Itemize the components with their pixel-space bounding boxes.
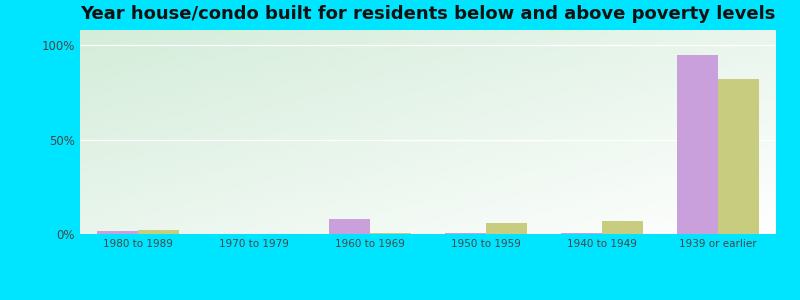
Bar <box>486 223 526 234</box>
Bar <box>446 233 486 234</box>
Bar <box>718 79 758 234</box>
Bar <box>678 55 718 234</box>
Legend: Owners below poverty level, Owners above poverty level: Owners below poverty level, Owners above… <box>222 297 634 300</box>
Bar <box>562 233 602 234</box>
Bar <box>370 233 410 234</box>
Bar <box>602 221 642 234</box>
Bar <box>330 219 370 234</box>
Title: Year house/condo built for residents below and above poverty levels: Year house/condo built for residents bel… <box>80 5 776 23</box>
Bar <box>138 230 178 234</box>
Bar <box>98 231 138 234</box>
